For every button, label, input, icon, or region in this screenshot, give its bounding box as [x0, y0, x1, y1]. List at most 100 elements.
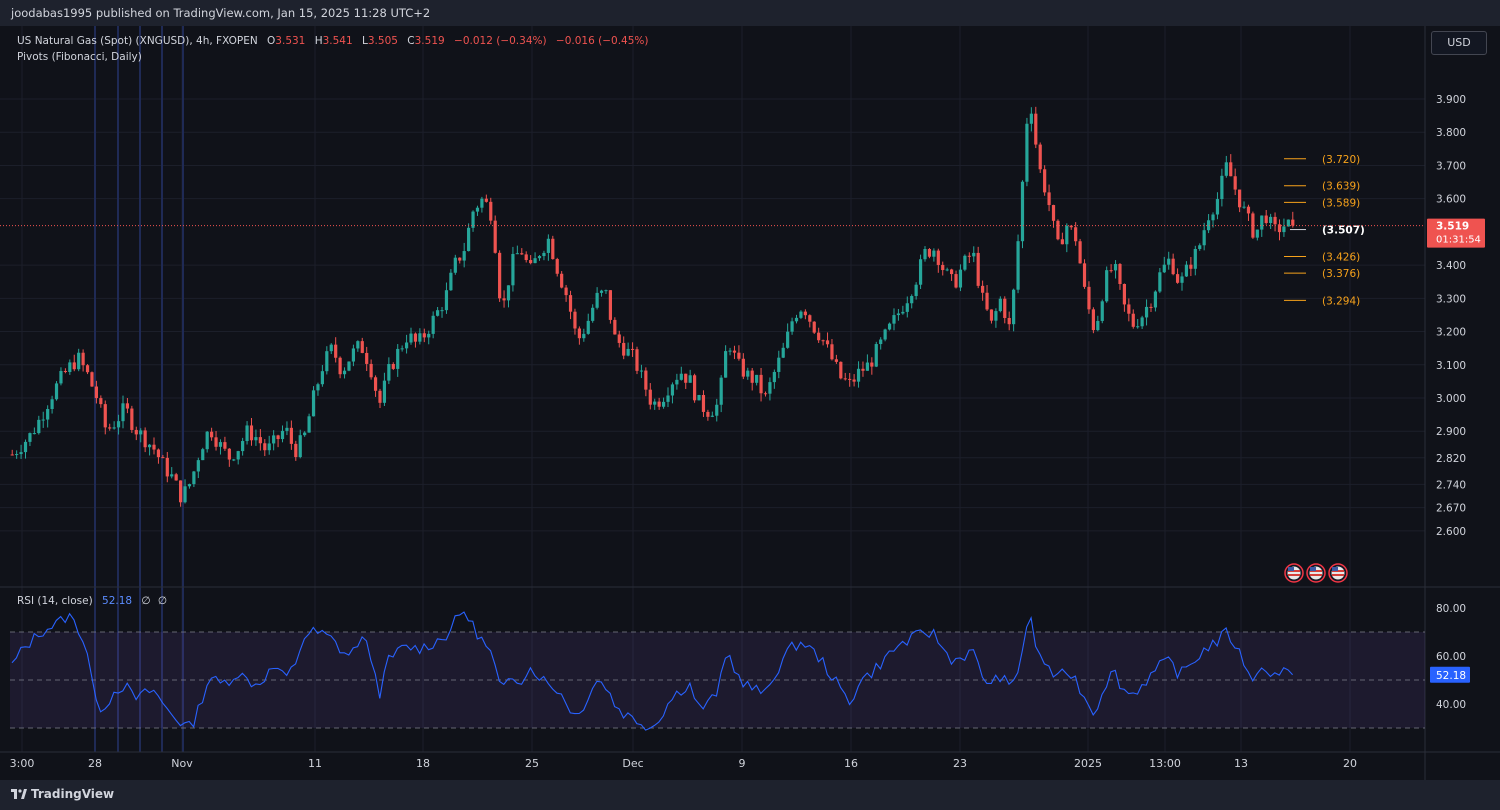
candle-body: [396, 348, 400, 369]
legend-high-label: H: [315, 35, 323, 47]
candle-body: [232, 459, 236, 461]
published-text: joodabas1995 published on TradingView.co…: [11, 6, 431, 20]
time-tick-label: 11: [308, 757, 322, 770]
rsi-value-label: 52.18: [1436, 670, 1466, 682]
candle-body: [108, 427, 112, 429]
candle-body: [1091, 309, 1095, 331]
candle-body: [134, 429, 138, 435]
rsi-band-background: [10, 631, 1425, 729]
candle-body: [755, 374, 759, 383]
candle-body: [418, 333, 422, 342]
candle-body: [537, 256, 542, 259]
candle-body: [356, 341, 360, 349]
candle-body: [431, 315, 435, 334]
candle-body: [591, 307, 595, 321]
pivot-label: (3.720): [1322, 154, 1360, 166]
candle-body: [400, 348, 404, 350]
candle-body: [994, 311, 998, 321]
us-flag-icon[interactable]: [1306, 563, 1326, 583]
candle-body: [856, 368, 861, 382]
candle-body: [710, 415, 714, 417]
candle-body: [72, 362, 76, 370]
candle-body: [1175, 274, 1180, 283]
legend-indicator: Pivots (Fibonacci, Daily): [17, 51, 142, 63]
currency-button[interactable]: USD: [1431, 31, 1487, 55]
candle-body: [560, 273, 564, 288]
candle-body: [985, 292, 989, 310]
legend-low-value: 3.505: [368, 35, 398, 47]
candle-body: [41, 419, 45, 421]
candle-body: [121, 403, 125, 422]
candle-body: [1025, 123, 1029, 182]
candle-body: [511, 253, 515, 286]
candle-body: [254, 437, 258, 441]
candle-body: [85, 365, 90, 373]
candle-body: [728, 350, 732, 352]
time-tick-label: 3:00: [10, 757, 35, 770]
publish-header: joodabas1995 published on TradingView.co…: [0, 0, 1500, 26]
candle-body: [688, 375, 692, 383]
pivot-label: (3.507): [1322, 225, 1365, 237]
candle-body: [777, 357, 781, 372]
candle-body: [520, 253, 524, 255]
candle-body: [981, 285, 985, 293]
candle-body: [1215, 199, 1220, 215]
candle-body: [692, 375, 697, 401]
candle-body: [267, 443, 271, 451]
candle-body: [830, 344, 834, 360]
time-tick-label: 20: [1343, 757, 1357, 770]
pivot-label: (3.639): [1322, 181, 1360, 193]
candle-body: [178, 480, 183, 503]
candle-body: [1260, 215, 1264, 230]
rsi-legend-value: 52.18: [102, 595, 132, 607]
candle-body: [325, 351, 329, 372]
candle-body: [1246, 206, 1251, 214]
candle-body: [369, 363, 373, 378]
flag-stripe: [1332, 574, 1344, 576]
candle-body: [613, 319, 617, 335]
candle-body: [666, 395, 670, 402]
candle-body: [50, 399, 54, 409]
candle-body: [139, 430, 143, 435]
candle-body: [932, 250, 936, 257]
candle-body: [1158, 272, 1162, 292]
candle-body: [1100, 301, 1104, 321]
us-flag-icon[interactable]: [1284, 563, 1304, 583]
candle-body: [1082, 263, 1087, 287]
candle-body: [927, 249, 932, 257]
candle-body: [768, 382, 772, 394]
time-tick-label: 13:00: [1149, 757, 1181, 770]
candle-body: [639, 370, 644, 372]
candle-body: [1211, 214, 1215, 221]
candle-body: [404, 342, 409, 349]
rsi-tick-label: 60.00: [1436, 651, 1466, 663]
candle-body: [1184, 264, 1189, 277]
legend-layer: US Natural Gas (Spot) (XNGUSD), 4h, FXOP…: [17, 35, 648, 607]
legend-change: −0.012 (−0.34%): [454, 35, 547, 47]
candle-body: [303, 432, 307, 436]
price-tick-label: 2.600: [1436, 526, 1466, 538]
candle-body: [103, 404, 107, 428]
candle-body: [1242, 206, 1246, 208]
event-flags[interactable]: [1284, 563, 1348, 583]
candle-body: [1056, 220, 1060, 240]
candle-body: [542, 252, 546, 257]
candle-body: [467, 227, 471, 252]
candle-body: [449, 272, 453, 291]
candle-body: [1251, 213, 1255, 238]
candle-body: [440, 310, 444, 312]
candle-body: [174, 474, 178, 481]
candle-body: [626, 348, 630, 356]
candle-body: [347, 361, 351, 371]
candle-body: [1180, 276, 1184, 283]
candle-body: [506, 285, 511, 301]
candle-body: [533, 258, 537, 264]
candle-body: [28, 433, 32, 442]
candle-body: [192, 471, 196, 485]
candle-body: [223, 442, 227, 449]
candle-body: [865, 362, 870, 371]
us-flag-icon[interactable]: [1328, 563, 1348, 583]
candle-body: [498, 252, 502, 299]
candle-body: [170, 474, 174, 477]
